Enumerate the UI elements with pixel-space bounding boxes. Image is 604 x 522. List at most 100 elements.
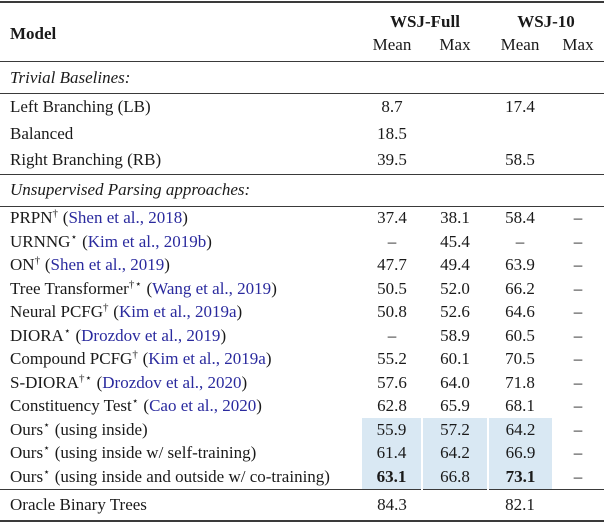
column-header-wsj-full-max: Max [422, 32, 488, 62]
model-cell: S-DIORA†⋆ (Drozdov et al., 2020) [0, 371, 362, 395]
value-cell: – [573, 278, 583, 298]
table-row: PRPN† (Shen et al., 2018) 37.4 38.1 58.4 – [0, 206, 604, 230]
value-cell: 45.4 [440, 231, 470, 251]
citation-group: (Shen et al., 2019) [40, 255, 170, 275]
value-cell: – [573, 396, 583, 416]
value-cell: 58.4 [505, 208, 535, 228]
model-cell: Neural PCFG† (Kim et al., 2019a) [0, 301, 362, 325]
header-group-row: Model WSJ-Full WSJ-10 [0, 1, 604, 62]
value-cell: – [573, 325, 583, 345]
model-superscript-marker: †⋆ [78, 372, 93, 385]
model-superscript-marker: ⋆ [43, 442, 51, 455]
model-name: URNNG [10, 231, 71, 251]
section-label-row: Trivial Baselines: [0, 61, 604, 94]
group-header-wsj-full: WSJ-Full [362, 1, 488, 32]
citation-link[interactable]: Drozdov et al., 2020 [102, 372, 242, 392]
model-cell: Ours⋆ (using inside) [0, 418, 362, 442]
value-cell: 52.0 [440, 278, 470, 298]
table-row: Oracle Binary Trees 84.3 82.1 [0, 488, 604, 522]
model-cell: ON† (Shen et al., 2019) [0, 254, 362, 278]
value-cell: 82.1 [488, 488, 552, 522]
value-cell: – [573, 231, 583, 251]
value-cell: 61.4 [362, 441, 422, 465]
model-variant-description: (using inside w/ self-training) [50, 443, 257, 463]
citation-link[interactable]: Cao et al., 2020 [149, 396, 257, 416]
value-cell: – [573, 349, 583, 369]
value-cell: 58.5 [505, 150, 535, 170]
table-row: Ours⋆ (using inside and outside w/ co-tr… [0, 465, 604, 489]
value-cell [422, 94, 488, 121]
table-row: Constituency Test⋆ (Cao et al., 2020) 62.… [0, 395, 604, 419]
model-cell: Compound PCFG† (Kim et al., 2019a) [0, 348, 362, 372]
model-name: Neural PCFG [10, 302, 104, 322]
value-cell [552, 488, 604, 522]
value-cell: 70.5 [505, 349, 535, 369]
model-superscript-marker: †⋆ [128, 278, 143, 291]
value-cell: 84.3 [362, 488, 422, 522]
value-cell: 17.4 [505, 97, 535, 117]
model-variant-description: (using inside) [50, 419, 148, 439]
value-cell: 62.8 [377, 396, 407, 416]
column-header-wsj-10-mean: Mean [488, 32, 552, 62]
value-cell [552, 94, 604, 121]
model-cell: Tree Transformer†⋆ (Wang et al., 2019) [0, 277, 362, 301]
citation-group: (Kim et al., 2019a) [138, 349, 272, 369]
model-superscript-marker: ⋆ [70, 231, 78, 244]
value-cell: 63.9 [505, 255, 535, 275]
value-cell: 66.8 [421, 465, 488, 489]
value-cell: 58.9 [440, 325, 470, 345]
model-name: Ours [10, 443, 44, 463]
model-name: Constituency Test [10, 396, 132, 416]
section-label: Trivial Baselines: [0, 61, 604, 94]
citation-link[interactable]: Drozdov et al., 2019 [81, 325, 221, 345]
value-cell: 52.6 [440, 302, 470, 322]
value-cell: – [573, 302, 583, 322]
value-cell: 57.2 [421, 418, 488, 442]
model-superscript-marker: ⋆ [131, 395, 140, 408]
table-row: Tree Transformer†⋆ (Wang et al., 2019) 50… [0, 277, 604, 301]
value-cell [552, 147, 604, 174]
value-cell: – [573, 419, 583, 439]
citation-link[interactable]: Shen et al., 2019 [50, 255, 165, 275]
model-cell: Oracle Binary Trees [0, 488, 362, 522]
value-cell: 60.5 [505, 325, 535, 345]
value-cell: 66.2 [505, 278, 535, 298]
citation-group: (Wang et al., 2019) [142, 278, 277, 298]
value-cell: – [573, 372, 583, 392]
value-cell: 50.5 [377, 278, 407, 298]
value-cell: – [387, 231, 397, 251]
section-label: Unsupervised Parsing approaches: [0, 173, 604, 207]
model-cell: Right Branching (RB) [0, 147, 362, 174]
value-cell: 57.6 [377, 372, 407, 392]
value-cell [422, 488, 488, 522]
citation-link[interactable]: Shen et al., 2018 [68, 208, 183, 228]
table-header: Model WSJ-Full WSJ-10 Mean Max Mean Max [0, 1, 604, 62]
model-variant-description: (using inside and outside w/ co-training… [50, 466, 330, 486]
citation-link[interactable]: Wang et al., 2019 [152, 278, 272, 298]
citation-link[interactable]: Kim et al., 2019a [148, 349, 266, 369]
model-name: Ours [10, 419, 44, 439]
citation-link[interactable]: Kim et al., 2019b [87, 231, 207, 251]
citation-link[interactable]: Kim et al., 2019a [118, 302, 237, 322]
model-name: PRPN [10, 208, 53, 228]
model-name: DIORA [10, 325, 64, 345]
group-header-wsj-10: WSJ-10 [488, 1, 604, 32]
model-name: Ours [10, 466, 44, 486]
value-cell: 37.4 [377, 208, 407, 228]
model-cell: Constituency Test⋆ (Cao et al., 2020) [0, 395, 362, 419]
table-row: Ours⋆ (using inside) 55.9 57.2 64.2– [0, 418, 604, 442]
model-name: Balanced [10, 123, 74, 143]
table-row: Compound PCFG† (Kim et al., 2019a) 55.2 60… [0, 348, 604, 372]
model-cell: Ours⋆ (using inside and outside w/ co-tr… [0, 465, 362, 489]
citation-group: (Shen et al., 2018) [58, 208, 188, 228]
value-cell [422, 121, 488, 148]
model-cell: PRPN† (Shen et al., 2018) [0, 206, 362, 230]
value-cell: 68.1 [505, 396, 535, 416]
value-cell: 55.9 [362, 418, 422, 442]
citation-group: (Kim et al., 2019a) [109, 302, 243, 322]
value-cell: 64.0 [440, 372, 470, 392]
model-superscript-marker: ⋆ [63, 325, 72, 338]
model-cell: DIORA⋆ (Drozdov et al., 2019) [0, 324, 362, 348]
model-name: ON [10, 255, 35, 275]
